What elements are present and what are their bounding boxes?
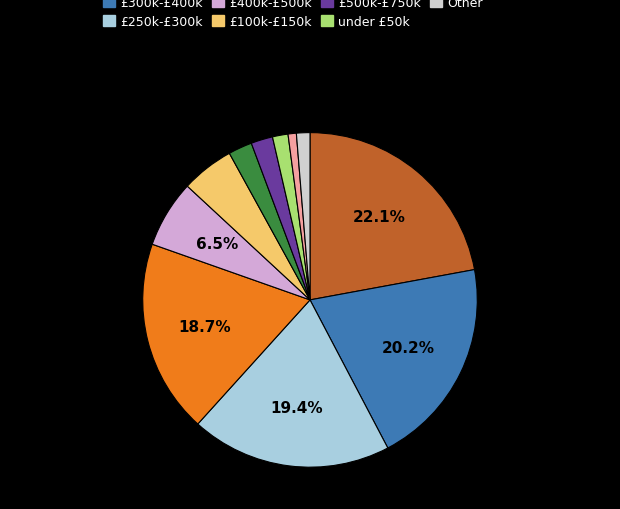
Legend: £200k-£250k, £300k-£400k, £250k-£300k, £150k-£200k, £400k-£500k, £100k-£150k, £5: £200k-£250k, £300k-£400k, £250k-£300k, £… [98, 0, 522, 34]
Text: 18.7%: 18.7% [179, 320, 231, 334]
Text: 22.1%: 22.1% [353, 209, 406, 224]
Wedge shape [296, 133, 310, 300]
Wedge shape [198, 300, 388, 467]
Wedge shape [187, 154, 310, 300]
Text: 20.2%: 20.2% [381, 340, 434, 355]
Wedge shape [272, 135, 310, 300]
Text: 6.5%: 6.5% [196, 237, 238, 251]
Wedge shape [143, 245, 310, 424]
Wedge shape [153, 187, 310, 300]
Wedge shape [310, 270, 477, 448]
Text: 19.4%: 19.4% [270, 401, 322, 415]
Wedge shape [310, 133, 474, 300]
Wedge shape [251, 137, 310, 300]
Wedge shape [288, 134, 310, 300]
Wedge shape [229, 144, 310, 300]
